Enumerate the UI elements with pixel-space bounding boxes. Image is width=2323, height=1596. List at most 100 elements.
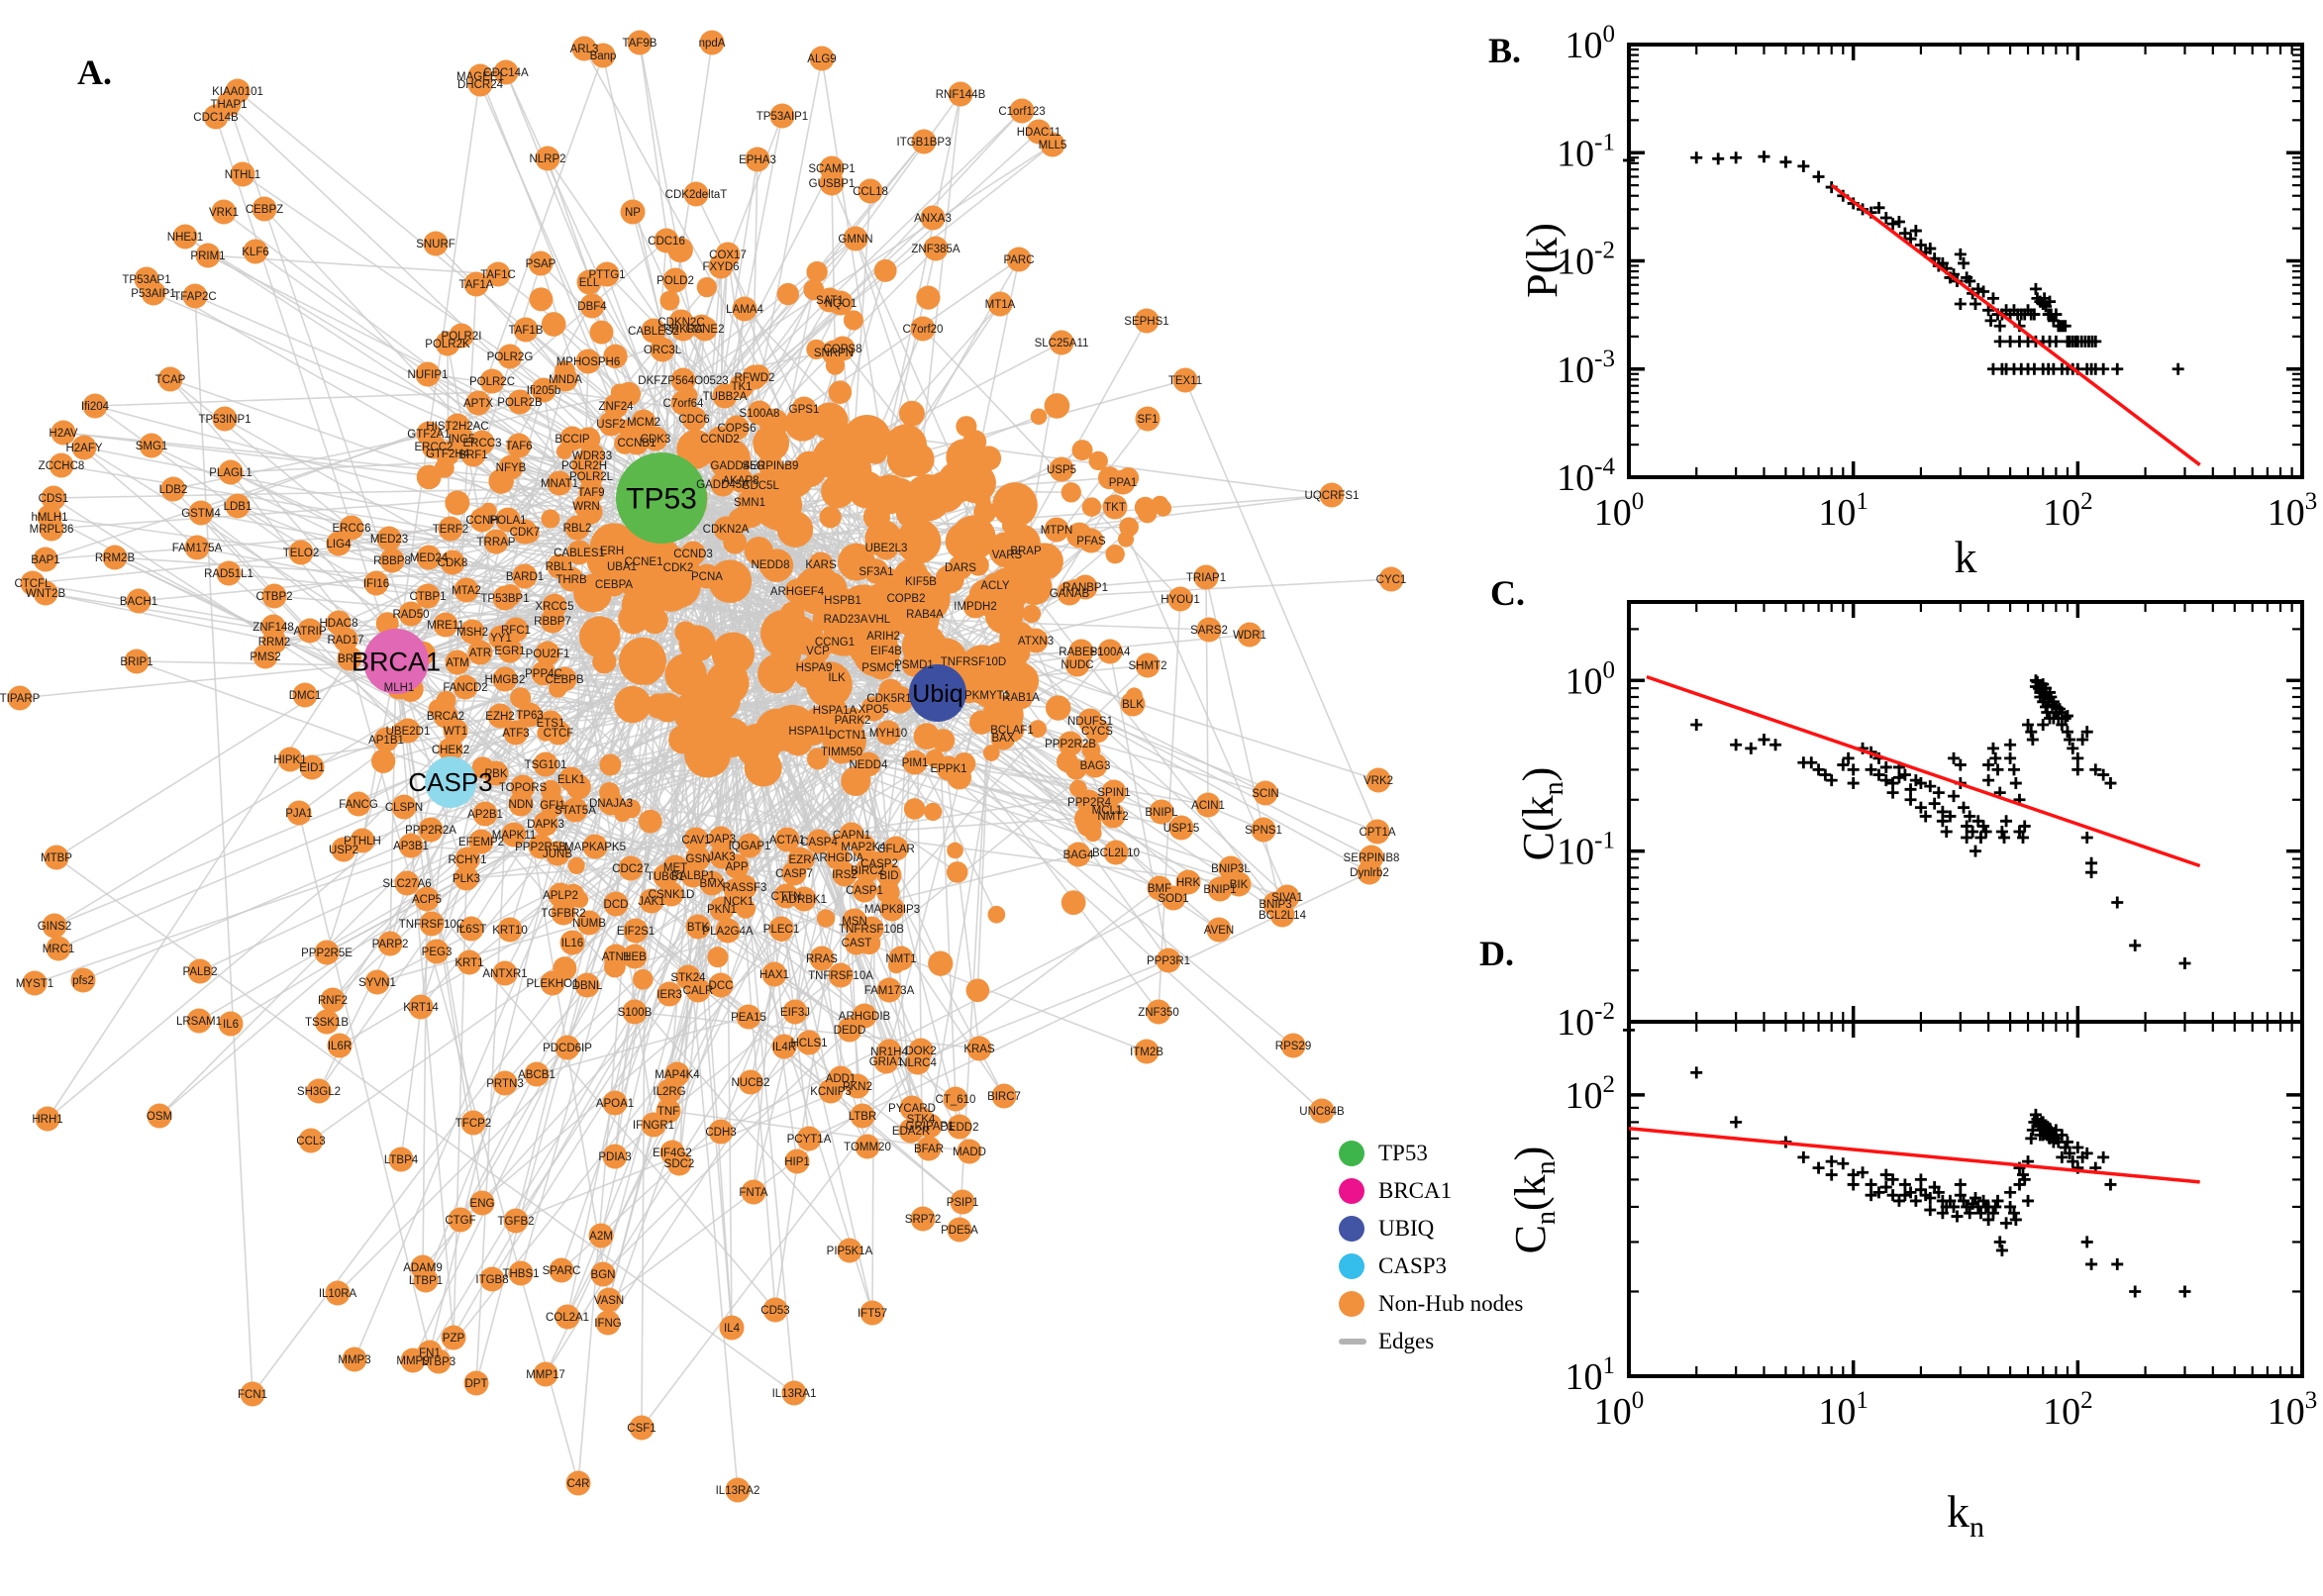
data-point [1886,786,1899,799]
network-node [1001,518,1018,535]
data-point [1690,1066,1703,1079]
network-node [157,366,183,392]
network-node [1146,999,1171,1025]
data-point [1857,1166,1869,1179]
data-point [1958,801,1970,814]
network-node [541,509,560,529]
legend-label: BRCA1 [1378,1178,1453,1203]
data-point [2009,777,2022,790]
network-edge [47,781,452,1120]
network-named-nodes [7,30,1404,1503]
network-node [816,909,836,928]
network-node [35,1106,60,1132]
network-node [479,1266,505,1292]
network-node [837,1238,862,1263]
tick-label: 103 [2268,1387,2318,1433]
network-node [160,476,186,502]
network-node [965,978,990,1003]
data-point [1924,1204,1937,1217]
network-node [325,1280,351,1306]
network-node [862,503,891,531]
y-axis-label: P(k) [1518,223,1566,298]
network-node [1008,484,1029,505]
network-node [7,685,33,711]
network-node [982,745,1000,761]
network-node [836,429,857,449]
network-edge [45,592,1182,829]
network-node [843,310,863,331]
tick-label: 102 [2043,1387,2093,1433]
tick-label: 101 [1818,488,1868,534]
network-node [811,402,849,441]
network-node [673,653,700,680]
data-point [2004,1186,2017,1199]
network-node [216,560,242,586]
data-point [2029,282,2042,295]
data-point [1954,758,1967,771]
data-point [1995,826,2008,839]
network-edge [376,922,590,983]
network-node [796,1126,822,1151]
network-node [664,1061,690,1087]
tick-label: 102 [1566,1071,1616,1117]
plot-border [1627,1020,2304,1378]
network-node [46,936,71,961]
network-edge [425,1082,506,1281]
legend-item-tp53: TP53 [1339,1135,1566,1172]
network-node [674,621,697,644]
legend-item-edges: Edges [1339,1323,1566,1360]
data-point [1879,760,1892,773]
network-edge [200,512,311,632]
network-node [603,344,628,369]
network-node [187,958,213,984]
network-node [806,339,827,359]
network-node [968,710,994,735]
network-node [823,452,845,475]
data-point [1995,1244,2008,1256]
network-edge [215,116,397,662]
network-node [42,913,67,939]
legend-label: UBIQ [1378,1216,1435,1241]
data-point [2097,362,2110,375]
network-node [1044,393,1070,419]
data-point [2111,896,2124,909]
network-node [1016,569,1053,606]
network-node [567,856,585,874]
network-node [873,258,897,282]
network-node [225,493,251,519]
legend-circle-icon [1339,1178,1364,1204]
network-node [762,1297,788,1323]
data-point [1898,1189,1911,1202]
tick-label: 100 [1594,1387,1645,1433]
data-point [1961,831,1973,844]
legend-label: CASP3 [1378,1253,1448,1278]
data-point [2178,1285,2191,1298]
data-point [1948,790,1961,803]
network-node [124,648,150,674]
network-node [696,276,717,298]
network-node [463,1370,489,1396]
data-point [2085,1257,2098,1270]
network-edge [55,856,795,1394]
network-node [1088,450,1108,471]
network-edge [608,887,1161,1301]
tick-label: 10-3 [1557,346,1615,391]
network-node [895,519,942,564]
tick-label: 103 [2268,488,2318,534]
data-point [1928,797,1941,810]
network-node [928,950,954,976]
data-point [2004,751,2017,764]
network-node [924,802,943,822]
network-node [859,1300,885,1326]
network-node [182,283,208,309]
legend-circle-icon [1339,1216,1364,1242]
fit-line [1830,183,2201,466]
network-edge [47,657,351,1120]
network-node [592,649,617,674]
data-point [1847,777,1860,790]
network-edge [720,897,1174,1133]
network-node [195,243,221,268]
data-point [1825,1155,1838,1168]
data-point [2080,1236,2093,1248]
